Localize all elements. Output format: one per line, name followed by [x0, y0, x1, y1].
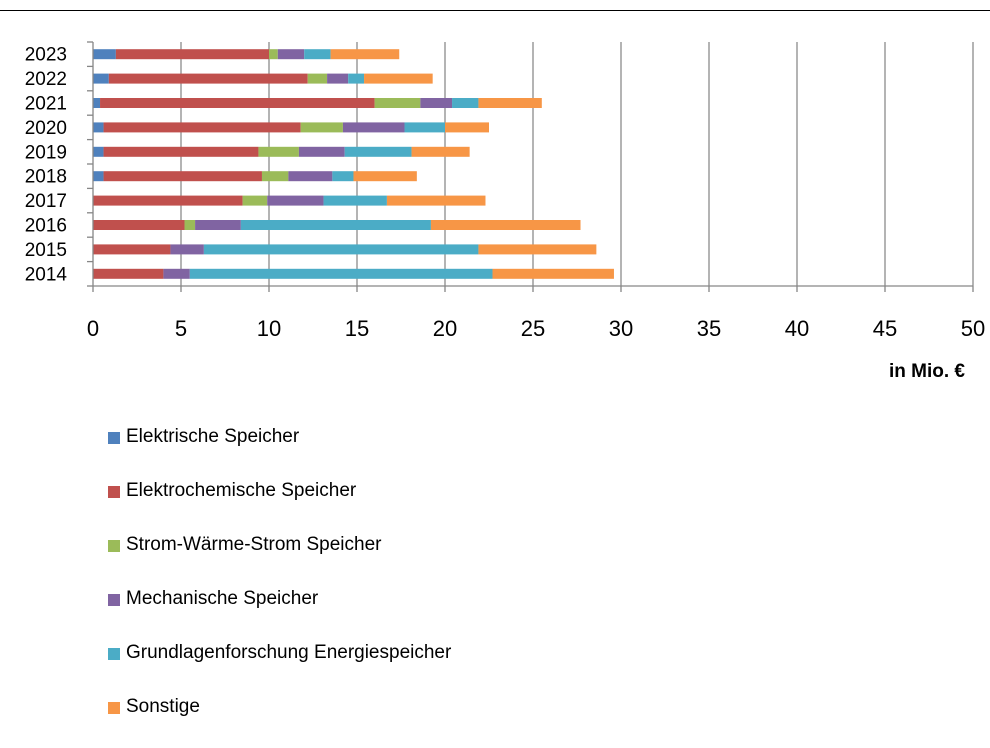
bar-segment	[203, 244, 479, 255]
bar-segment	[93, 122, 104, 133]
bar-segment	[307, 73, 328, 84]
legend-item: Sonstige	[108, 694, 451, 748]
bar-segment	[261, 171, 289, 182]
bar-segment	[288, 171, 333, 182]
bar-segment	[298, 146, 345, 157]
legend-swatch	[108, 648, 120, 660]
bar-segment	[93, 98, 101, 108]
y-tick-label: 2016	[25, 216, 67, 237]
legend-swatch	[108, 594, 120, 606]
legend-label: Sonstige	[126, 696, 200, 717]
bar-segment	[195, 220, 241, 230]
bar-segment	[353, 171, 417, 182]
legend-swatch	[108, 486, 120, 498]
bar-segment	[93, 195, 243, 206]
bar-segment	[327, 73, 349, 84]
bar-segment	[100, 98, 375, 108]
bar-segment	[258, 146, 299, 157]
bar-segment	[445, 122, 489, 133]
bar-segment	[269, 49, 278, 60]
bar-segment	[386, 195, 486, 206]
stacked-bar-chart: 2014201520162017201820192020202120222023…	[25, 41, 985, 382]
chart-legend: Elektrische Speicher Elektrochemische Spe…	[108, 424, 451, 748]
bar-segment	[478, 244, 597, 255]
bar-segment	[478, 98, 542, 108]
legend-item: Mechanische Speicher	[108, 586, 451, 640]
x-tick-label: 5	[175, 316, 187, 341]
legend-item: Strom-Wärme-Strom Speicher	[108, 532, 451, 586]
bar-segment	[304, 49, 331, 60]
bar-segment	[330, 49, 400, 60]
bar-segment	[420, 98, 453, 108]
y-tick-label: 2018	[25, 167, 67, 188]
bar-segment	[170, 244, 204, 255]
bar-segment	[267, 195, 324, 206]
bar-segment	[189, 268, 493, 279]
y-tick-label: 2019	[25, 142, 67, 163]
legend-swatch	[108, 432, 120, 444]
bar-segment	[103, 146, 259, 157]
bar-segment	[163, 268, 190, 279]
bar-segment	[323, 195, 387, 206]
bar-segment	[93, 146, 104, 157]
bar-segment	[348, 73, 365, 84]
bar-segment	[184, 220, 196, 230]
legend-item: Elektrische Speicher	[108, 424, 451, 478]
y-tick-label: 2014	[25, 264, 68, 285]
legend-label: Grundlagenforschung Energiespeicher	[126, 642, 452, 663]
bar-segment	[364, 73, 433, 84]
y-tick-label: 2017	[25, 191, 67, 212]
x-tick-label: 20	[433, 316, 457, 341]
bar-segment	[93, 49, 116, 60]
bar-segment	[452, 98, 479, 108]
bar-segment	[492, 268, 614, 279]
legend-label: Elektrische Speicher	[126, 426, 300, 447]
top-rule	[0, 10, 990, 11]
bar-segment	[277, 49, 305, 60]
x-tick-label: 45	[873, 316, 897, 341]
legend-item: Grundlagenforschung Energiespeicher	[108, 640, 451, 694]
bar-segment	[430, 220, 581, 230]
bar-segment	[93, 268, 164, 279]
y-tick-label: 2022	[25, 69, 67, 90]
y-tick-label: 2015	[25, 240, 67, 261]
bar-segment	[342, 122, 405, 133]
bar-segment	[404, 122, 445, 133]
x-tick-label: 35	[697, 316, 721, 341]
x-tick-label: 50	[961, 316, 985, 341]
bar-segment	[344, 146, 412, 157]
bar-segment	[93, 73, 109, 84]
bar-segment	[115, 49, 269, 60]
legend-label: Strom-Wärme-Strom Speicher	[126, 534, 382, 555]
bar-segment	[242, 195, 268, 206]
legend-swatch	[108, 540, 120, 552]
legend-label: Elektrochemische Speicher	[126, 480, 357, 501]
bar-segment	[93, 171, 104, 182]
legend-swatch	[108, 702, 120, 714]
bar-segment	[103, 171, 262, 182]
y-tick-label: 2023	[25, 45, 67, 66]
bar-segment	[240, 220, 431, 230]
bar-segment	[103, 122, 301, 133]
y-tick-label: 2021	[25, 94, 67, 115]
bar-segment	[374, 98, 421, 108]
bar-segment	[300, 122, 343, 133]
x-tick-label: 25	[521, 316, 545, 341]
x-axis-label: in Mio. €	[889, 361, 965, 382]
y-tick-label: 2020	[25, 118, 67, 139]
bar-segment	[93, 220, 185, 230]
x-tick-label: 0	[87, 316, 99, 341]
x-tick-label: 10	[257, 316, 281, 341]
x-tick-label: 30	[609, 316, 633, 341]
legend-item: Elektrochemische Speicher	[108, 478, 451, 532]
bar-segment	[93, 244, 171, 255]
legend-label: Mechanische Speicher	[126, 588, 319, 609]
x-tick-label: 40	[785, 316, 809, 341]
bar-segment	[411, 146, 470, 157]
bar-segment	[108, 73, 308, 84]
x-tick-label: 15	[345, 316, 369, 341]
bar-segment	[332, 171, 354, 182]
